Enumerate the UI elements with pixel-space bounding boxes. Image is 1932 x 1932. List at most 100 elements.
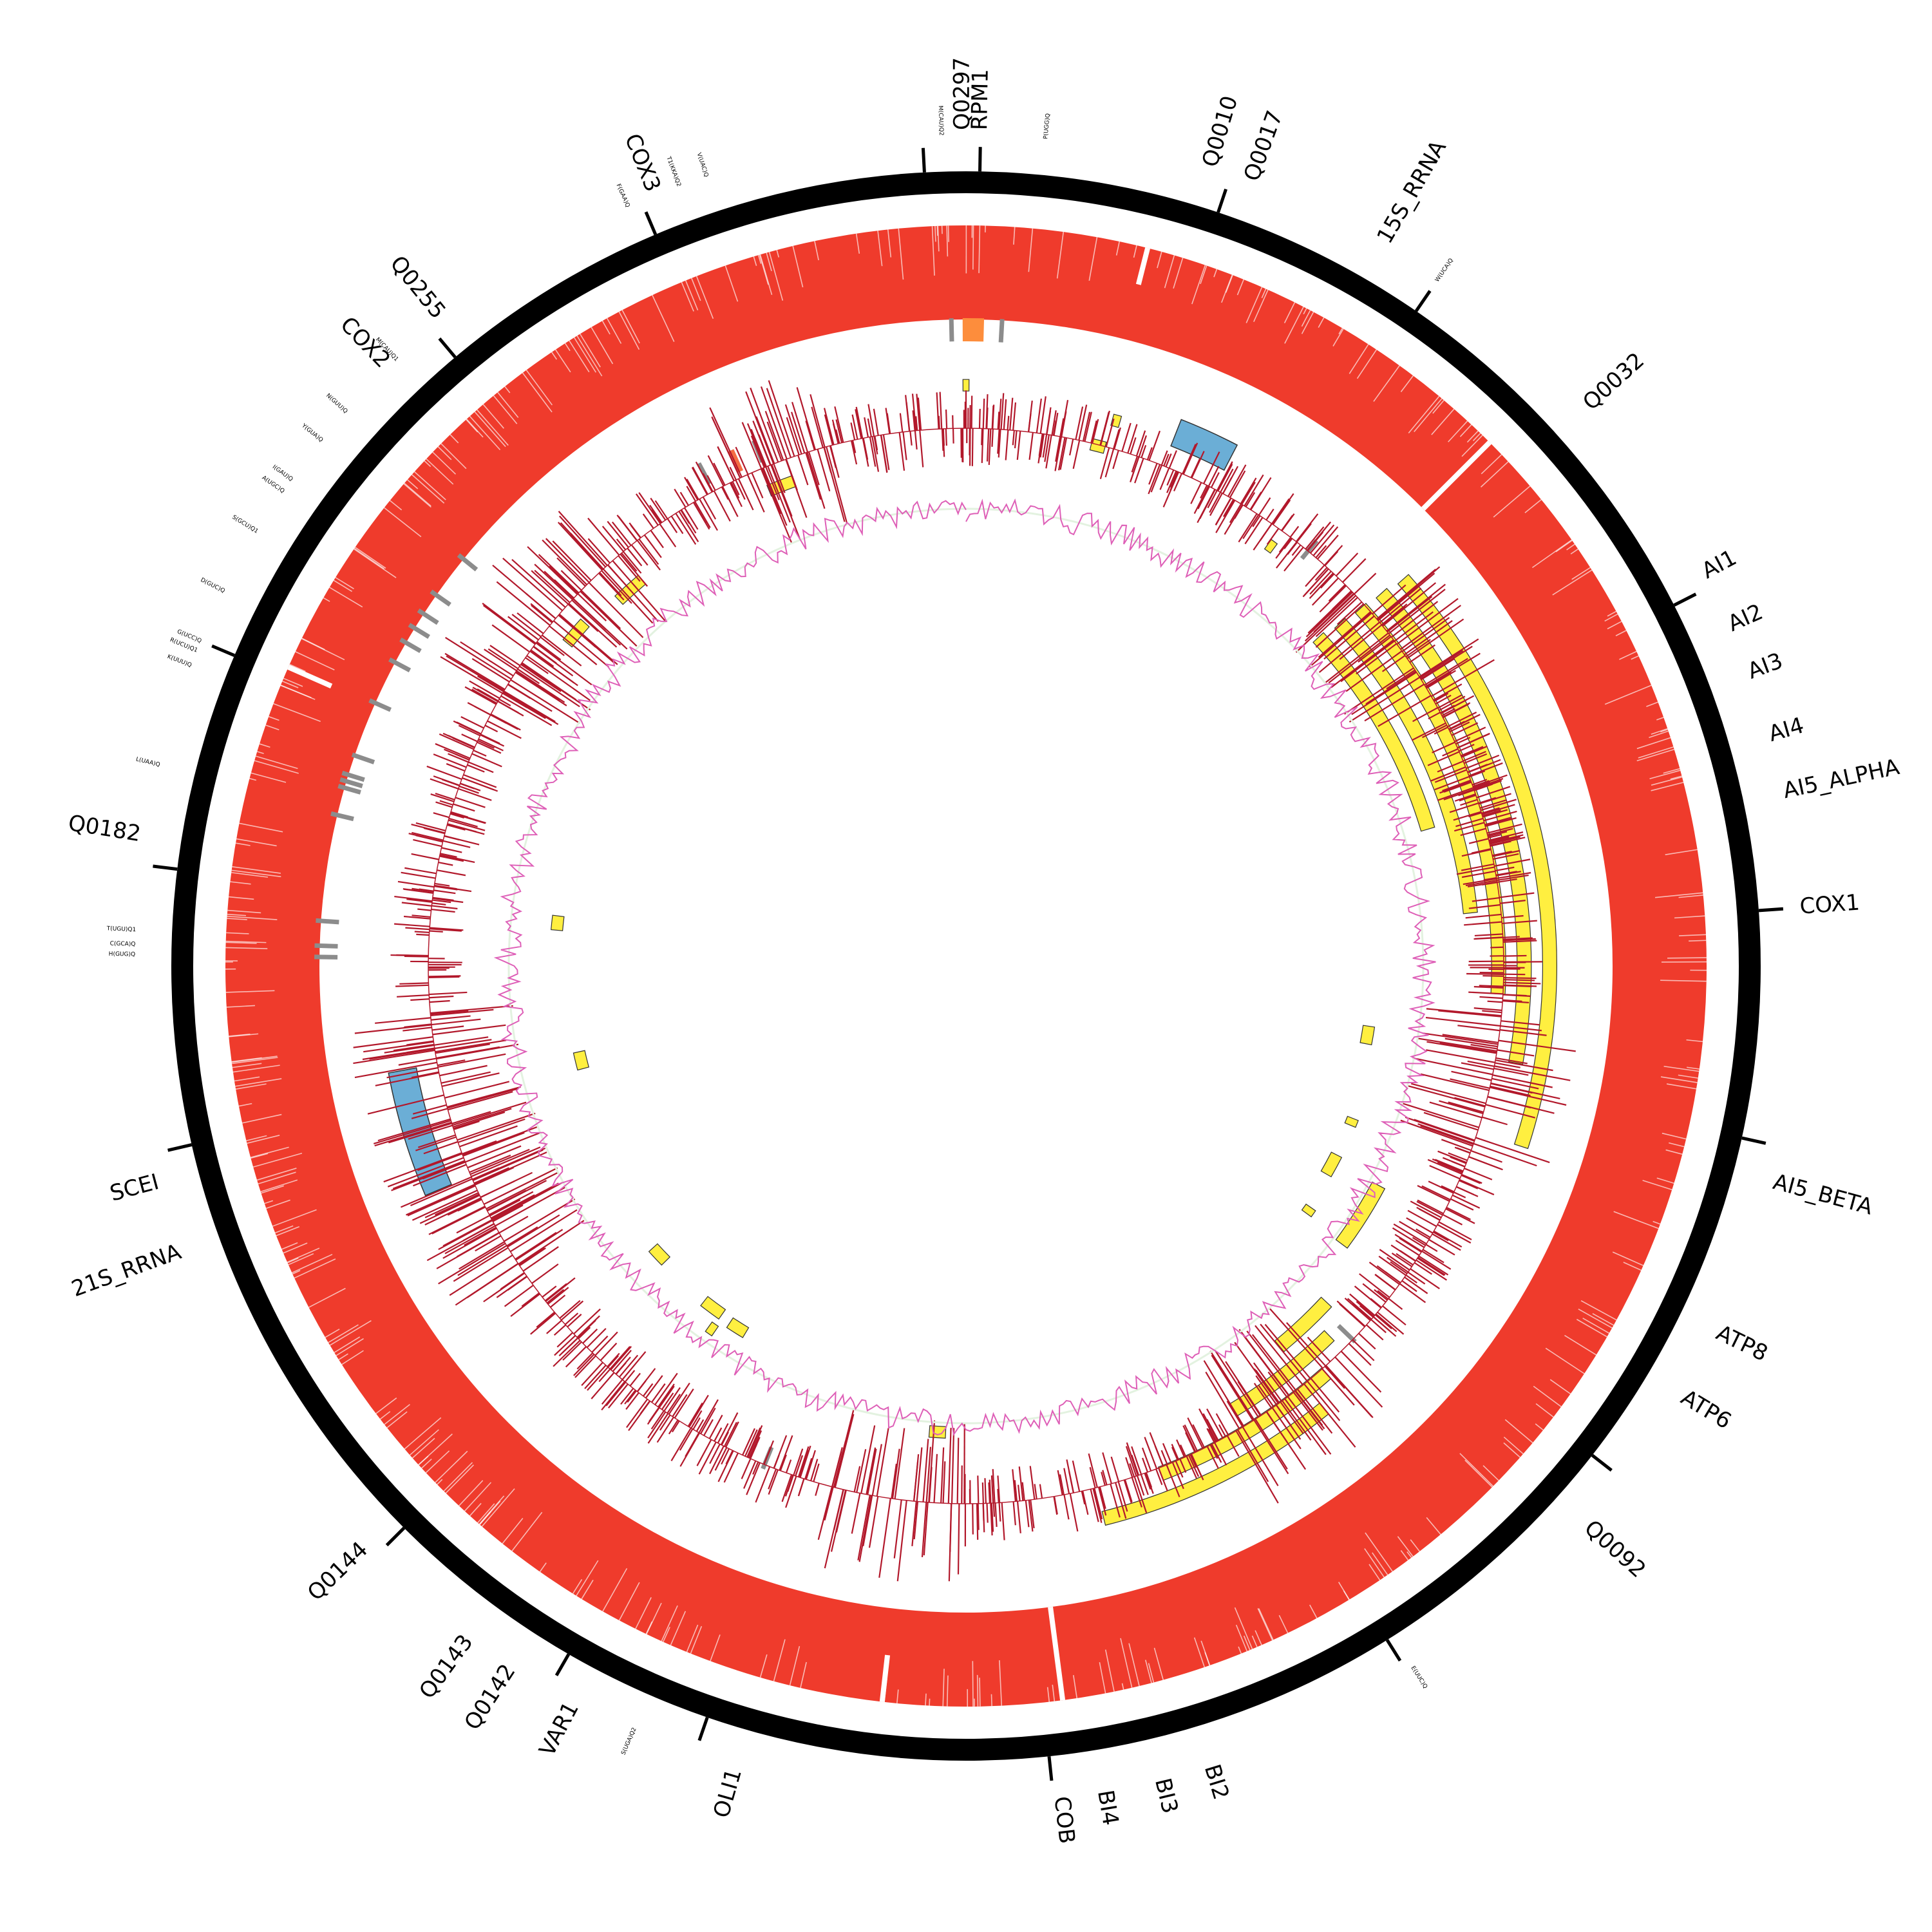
variant-bar (1214, 1442, 1227, 1466)
variant-bar (1309, 571, 1332, 595)
variant-bar (436, 1043, 519, 1060)
variant-bar (1503, 938, 1536, 942)
variant-bar (392, 1160, 466, 1189)
variant-bar (1502, 994, 1531, 997)
trna-mark (417, 608, 439, 625)
variant-bar (1422, 1249, 1444, 1264)
coverage-dip (1200, 265, 1208, 285)
variant-bar (580, 591, 638, 647)
variant-bar (1503, 981, 1541, 985)
variant-bar (817, 1486, 833, 1540)
variant-bar (1419, 650, 1464, 679)
variant-bar (1405, 639, 1431, 658)
exon-block (1344, 1115, 1359, 1128)
variant-bar (1388, 589, 1446, 634)
variant-bar (502, 692, 527, 708)
variant-bar (504, 1284, 534, 1307)
variant-bar (552, 540, 592, 582)
coverage-dip (1153, 1647, 1164, 1680)
trna-mark (408, 623, 430, 639)
variant-bar (1189, 1454, 1197, 1468)
coverage-dip (249, 778, 257, 781)
variant-bar (806, 451, 826, 509)
variant-bar (706, 475, 716, 491)
variant-bar (851, 1493, 861, 1534)
coverage-dip (443, 1462, 473, 1492)
coverage-dip (511, 1511, 543, 1551)
variant-bar (721, 486, 731, 502)
coverage-dip (1484, 443, 1492, 451)
variant-bar (1253, 1383, 1273, 1409)
variant-bar (1439, 1100, 1484, 1115)
variant-bar (1503, 973, 1526, 976)
variant-bar (477, 740, 495, 749)
variant-bar (1448, 1152, 1468, 1161)
variant-bar (587, 1367, 609, 1391)
variant-bar (602, 568, 654, 624)
variant-bar (428, 976, 460, 979)
variant-bar (750, 1443, 758, 1459)
variant-bar (472, 1167, 500, 1180)
variant-bar (1421, 658, 1455, 681)
variant-bar (620, 553, 649, 587)
variant-bar (474, 1167, 515, 1186)
variant-bar (1492, 1077, 1539, 1090)
gene-tick (1673, 592, 1697, 607)
variant-bar (511, 558, 566, 608)
variant-bar (401, 871, 436, 879)
variant-bar (834, 1414, 855, 1488)
variant-bar (607, 564, 659, 622)
variant-bar (1490, 1082, 1560, 1100)
trna-mark (388, 657, 412, 672)
variant-bar (434, 882, 450, 887)
coverage-dip (581, 1580, 594, 1600)
variant-bar (1459, 794, 1477, 802)
variant-bar (1377, 1290, 1389, 1300)
variant-bar (893, 1499, 902, 1558)
variant-bar (1222, 466, 1239, 495)
variant-bar (1186, 1456, 1197, 1479)
variant-bar (1472, 780, 1490, 788)
coverage-dip (1349, 344, 1369, 374)
coverage-dip (1073, 1675, 1078, 1699)
variant-bar (390, 954, 429, 957)
coverage-dip (409, 1429, 439, 1456)
variant-bar (625, 1392, 639, 1410)
coverage-dip (1665, 849, 1698, 856)
variant-bar (830, 1490, 847, 1552)
variant-bar (723, 1421, 737, 1447)
variant-bar (426, 1223, 495, 1262)
trna-label: H(GUG)Q (109, 951, 136, 958)
variant-bar (1407, 1209, 1437, 1227)
variant-bar (1481, 807, 1500, 814)
variant-bar (1487, 1095, 1555, 1114)
coverage-dip (329, 1320, 372, 1346)
variant-bar (601, 526, 624, 553)
variant-bar (1057, 1470, 1063, 1495)
coverage-dip (1631, 655, 1639, 660)
variant-bar (1215, 497, 1232, 526)
variant-bar (444, 1225, 496, 1255)
gene-tick (978, 147, 982, 172)
variant-bar (650, 1410, 665, 1430)
variant-bar (743, 1461, 757, 1489)
variant-bar (1289, 526, 1300, 538)
variant-bar (615, 1362, 627, 1375)
coverage-dip (942, 1669, 945, 1707)
coverage-dip (336, 1338, 364, 1356)
coverage-dip (564, 343, 571, 352)
coverage-dip (239, 822, 283, 833)
variant-bar (1069, 439, 1074, 456)
variant-bar (1399, 1283, 1426, 1303)
variant-bar (1468, 762, 1503, 777)
coverage-dip (1654, 892, 1703, 898)
variant-bar (1321, 1368, 1355, 1406)
variant-bar (516, 612, 544, 634)
variant-bar (444, 652, 506, 690)
variant-bar (1404, 620, 1453, 656)
variant-bar (773, 463, 786, 493)
coverage-dip (1686, 1039, 1703, 1043)
variant-bar (1295, 1390, 1323, 1426)
variant-bar (690, 1410, 703, 1429)
variant-bar (577, 593, 607, 621)
